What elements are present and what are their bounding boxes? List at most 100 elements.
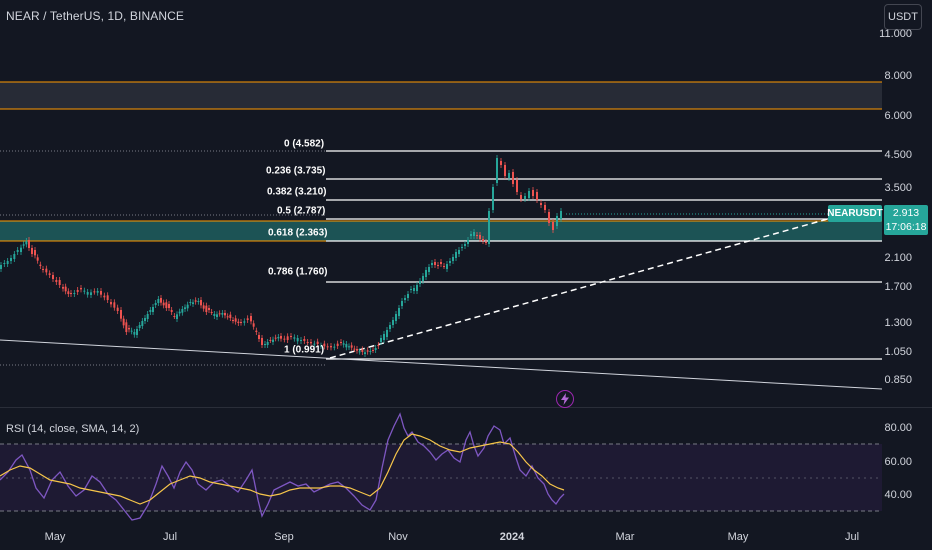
- candle-body: [419, 281, 421, 284]
- candle-body: [560, 211, 562, 219]
- candle-body: [6, 261, 9, 264]
- candle-body: [39, 264, 42, 266]
- candle-body: [364, 352, 366, 354]
- bar-countdown: 17:06:18: [885, 221, 927, 233]
- candle-body: [369, 351, 372, 352]
- candle-body: [62, 287, 64, 289]
- candle-body: [401, 301, 403, 306]
- candle-body: [333, 346, 336, 348]
- ticker-price-tag: NEARUSDT: [827, 205, 883, 222]
- candle-body: [437, 265, 439, 266]
- candle-body: [348, 346, 350, 348]
- candle-body: [425, 270, 427, 277]
- candle-body: [110, 302, 112, 305]
- candle-body: [52, 275, 54, 279]
- candle-body: [194, 300, 197, 302]
- candle-body: [552, 222, 554, 230]
- candle-body: [186, 304, 189, 309]
- candle-body: [313, 343, 316, 345]
- candle-body: [512, 172, 514, 184]
- candle-body: [404, 298, 406, 300]
- candle-body: [446, 264, 448, 269]
- candle-body: [389, 325, 391, 329]
- candle-body: [144, 318, 146, 321]
- candle-body: [532, 190, 534, 196]
- candle-body: [407, 294, 409, 298]
- pane-divider[interactable]: [0, 407, 932, 408]
- candle-body: [122, 318, 125, 326]
- candle-body: [455, 252, 457, 258]
- candle-body: [64, 286, 67, 292]
- time-axis-label: Jul: [162, 531, 178, 543]
- candle-body: [130, 330, 133, 332]
- candle-body: [197, 301, 200, 302]
- candle-body: [16, 250, 19, 252]
- rsi-line: [0, 412, 565, 521]
- price-axis-label: 0.850: [884, 374, 912, 386]
- currency-button[interactable]: USDT: [884, 4, 922, 30]
- candle-body: [350, 345, 353, 348]
- candle-body: [280, 336, 282, 339]
- candle-body: [103, 295, 106, 298]
- candle-body: [0, 265, 2, 269]
- candle-body: [162, 302, 165, 306]
- candle-body: [310, 342, 312, 344]
- candle-body: [176, 314, 178, 319]
- candle-body: [258, 335, 260, 339]
- candle-body: [100, 291, 102, 295]
- candle-body: [482, 239, 484, 241]
- candle-body: [556, 216, 558, 226]
- candle-body: [467, 240, 469, 244]
- price-axis-label: 1.050: [884, 346, 912, 358]
- candle-body: [479, 235, 481, 239]
- candle-body: [524, 196, 526, 199]
- current-price-box: 2.913 17:06:18: [884, 205, 928, 235]
- resistance-zone: [0, 82, 882, 109]
- candle-body: [168, 304, 170, 308]
- candle-body: [356, 349, 358, 351]
- candle-body: [504, 165, 506, 176]
- candle-body: [377, 345, 380, 346]
- candle-body: [237, 321, 240, 323]
- candle-body: [205, 305, 208, 312]
- candle-body: [372, 350, 374, 351]
- rsi-axis-label: 80.00: [884, 422, 912, 434]
- lightning-icon[interactable]: [556, 390, 574, 408]
- candle-body: [20, 247, 22, 252]
- candle-body: [458, 250, 460, 254]
- candle-body: [55, 280, 58, 282]
- candle-body: [34, 250, 36, 256]
- candle-body: [255, 330, 258, 332]
- candle-body: [431, 263, 433, 265]
- candle-body: [473, 232, 475, 236]
- fib-level-label: 0.382 (3.210): [267, 186, 327, 198]
- candle-body: [520, 195, 522, 199]
- time-axis-label: Sep: [274, 531, 294, 543]
- time-axis-label: Jul: [844, 531, 860, 543]
- fibonacci-lines: [326, 150, 882, 360]
- candle-body: [13, 254, 16, 259]
- candle-body: [428, 267, 430, 272]
- candle-body: [3, 263, 6, 264]
- candle-body: [461, 247, 463, 248]
- candle-body: [492, 187, 494, 210]
- candle-body: [261, 338, 263, 345]
- candle-body: [160, 298, 162, 303]
- candle-body: [224, 313, 226, 316]
- candle-body: [42, 269, 44, 270]
- candle-body: [452, 257, 454, 261]
- candle-body: [422, 276, 424, 281]
- candle-body: [128, 328, 130, 330]
- dashed-ascending-trendline: [329, 214, 843, 359]
- candle-body: [125, 322, 128, 332]
- price-axis-label: 2.100: [884, 252, 912, 264]
- candle-body: [358, 351, 361, 353]
- candle-body: [366, 350, 369, 352]
- candle-body: [272, 339, 274, 342]
- candle-body: [508, 173, 510, 178]
- time-axis-label: 2024: [499, 531, 525, 543]
- rsi-indicator-label[interactable]: RSI (14, close, SMA, 14, 2): [6, 423, 140, 435]
- candle-body: [496, 158, 498, 183]
- time-axis-label: Nov: [388, 531, 408, 543]
